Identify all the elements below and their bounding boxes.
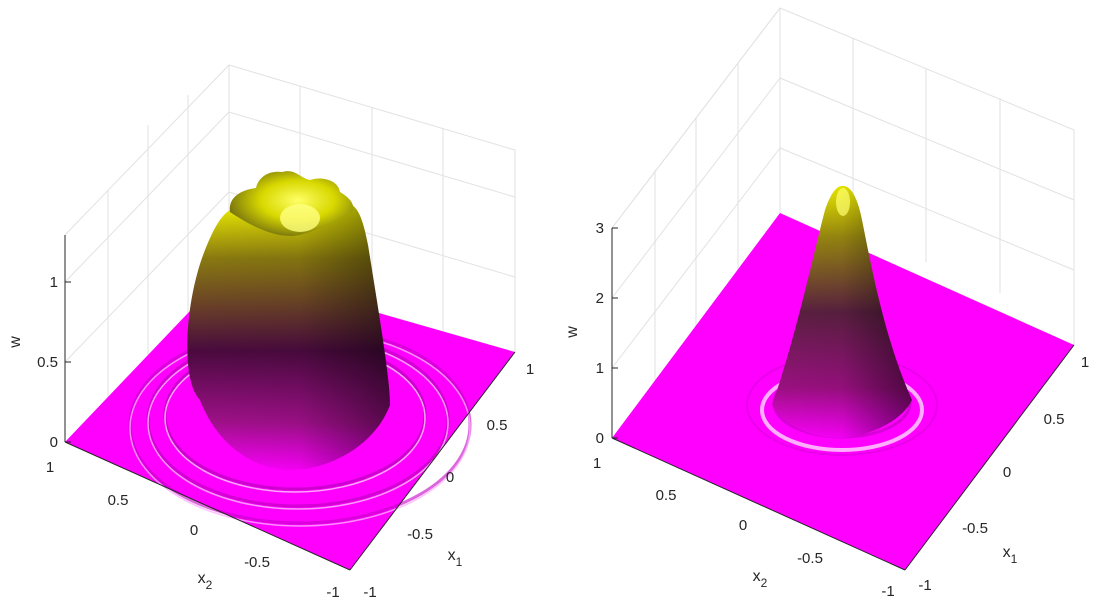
left-surface-plot: 0 0.5 1 w 1 0.5 0 -0.5 -1 x2 -1 -0.5 0 0…: [7, 64, 534, 601]
right-x2-tick-label: 1: [593, 455, 601, 472]
right-z-tick-label: 2: [596, 290, 604, 307]
left-z-axis-label: w: [7, 336, 24, 349]
left-x1-axis-label: x1: [448, 547, 463, 569]
left-x1-tick-label: 0: [446, 469, 454, 486]
left-z-tick-label: 1: [50, 274, 58, 291]
left-x1-tick-label: 0.5: [487, 417, 508, 434]
left-x1-tick-label: -0.5: [407, 526, 433, 543]
left-x2-tick-label: -0.5: [244, 554, 270, 571]
right-x1-tick-label: 0.5: [1044, 411, 1065, 428]
right-x1-axis: [904, 344, 1075, 571]
right-x2-axis-label: x2: [753, 568, 768, 590]
left-x2-ticks: 1 0.5 0 -0.5 -1: [46, 459, 340, 601]
right-z-tick-label: 3: [596, 220, 604, 237]
left-z-tick-label: 0: [50, 434, 58, 451]
left-x1-ticks: -1 -0.5 0 0.5 1: [363, 361, 534, 601]
left-x2-tick-label: 0.5: [108, 492, 129, 509]
left-x2-tick-label: -1: [326, 584, 339, 601]
right-x2-axis: [611, 437, 906, 571]
left-plateau-top: [229, 171, 354, 236]
left-x1-tick-label: 1: [526, 361, 534, 378]
right-x2-tick-label: -1: [881, 583, 894, 600]
right-x2-tick-label: 0.5: [656, 487, 677, 504]
right-x1-tick-label: 1: [1081, 354, 1089, 371]
right-x1-axis-label: x1: [1003, 544, 1018, 566]
right-x2-tick-label: 0: [739, 517, 747, 534]
left-z-ticks: 0 0.5 1: [37, 274, 71, 451]
right-z-axis-label: w: [564, 326, 581, 339]
right-x1-tick-label: -0.5: [962, 520, 988, 537]
left-plateau-shading: [187, 205, 390, 470]
right-x1-tick-label: -1: [918, 577, 931, 594]
left-x1-tick-label: -1: [363, 584, 376, 601]
left-x1-axis: [349, 351, 516, 571]
right-x1-tick-label: 0: [1003, 464, 1011, 481]
left-x2-tick-label: 0: [190, 522, 198, 539]
left-x2-axis: [64, 441, 351, 571]
left-x2-tick-label: 1: [46, 459, 54, 476]
left-x2-axis-label: x2: [198, 570, 213, 592]
right-peak-shading: [772, 185, 912, 438]
right-x2-ticks: 1 0.5 0 -0.5 -1: [593, 455, 895, 600]
right-surface-plot: 0 1 2 3 w 1 0.5 0 -0.5 -1 x2 -1 -0.5 0 0…: [564, 7, 1089, 600]
right-z-ticks: 0 1 2 3: [596, 220, 618, 447]
right-z-tick-label: 1: [596, 360, 604, 377]
left-z-tick-label: 0.5: [37, 354, 58, 371]
right-x1-ticks: -1 -0.5 0 0.5 1: [918, 354, 1089, 594]
right-z-tick-label: 0: [596, 430, 604, 447]
right-x2-tick-label: -0.5: [797, 550, 823, 567]
